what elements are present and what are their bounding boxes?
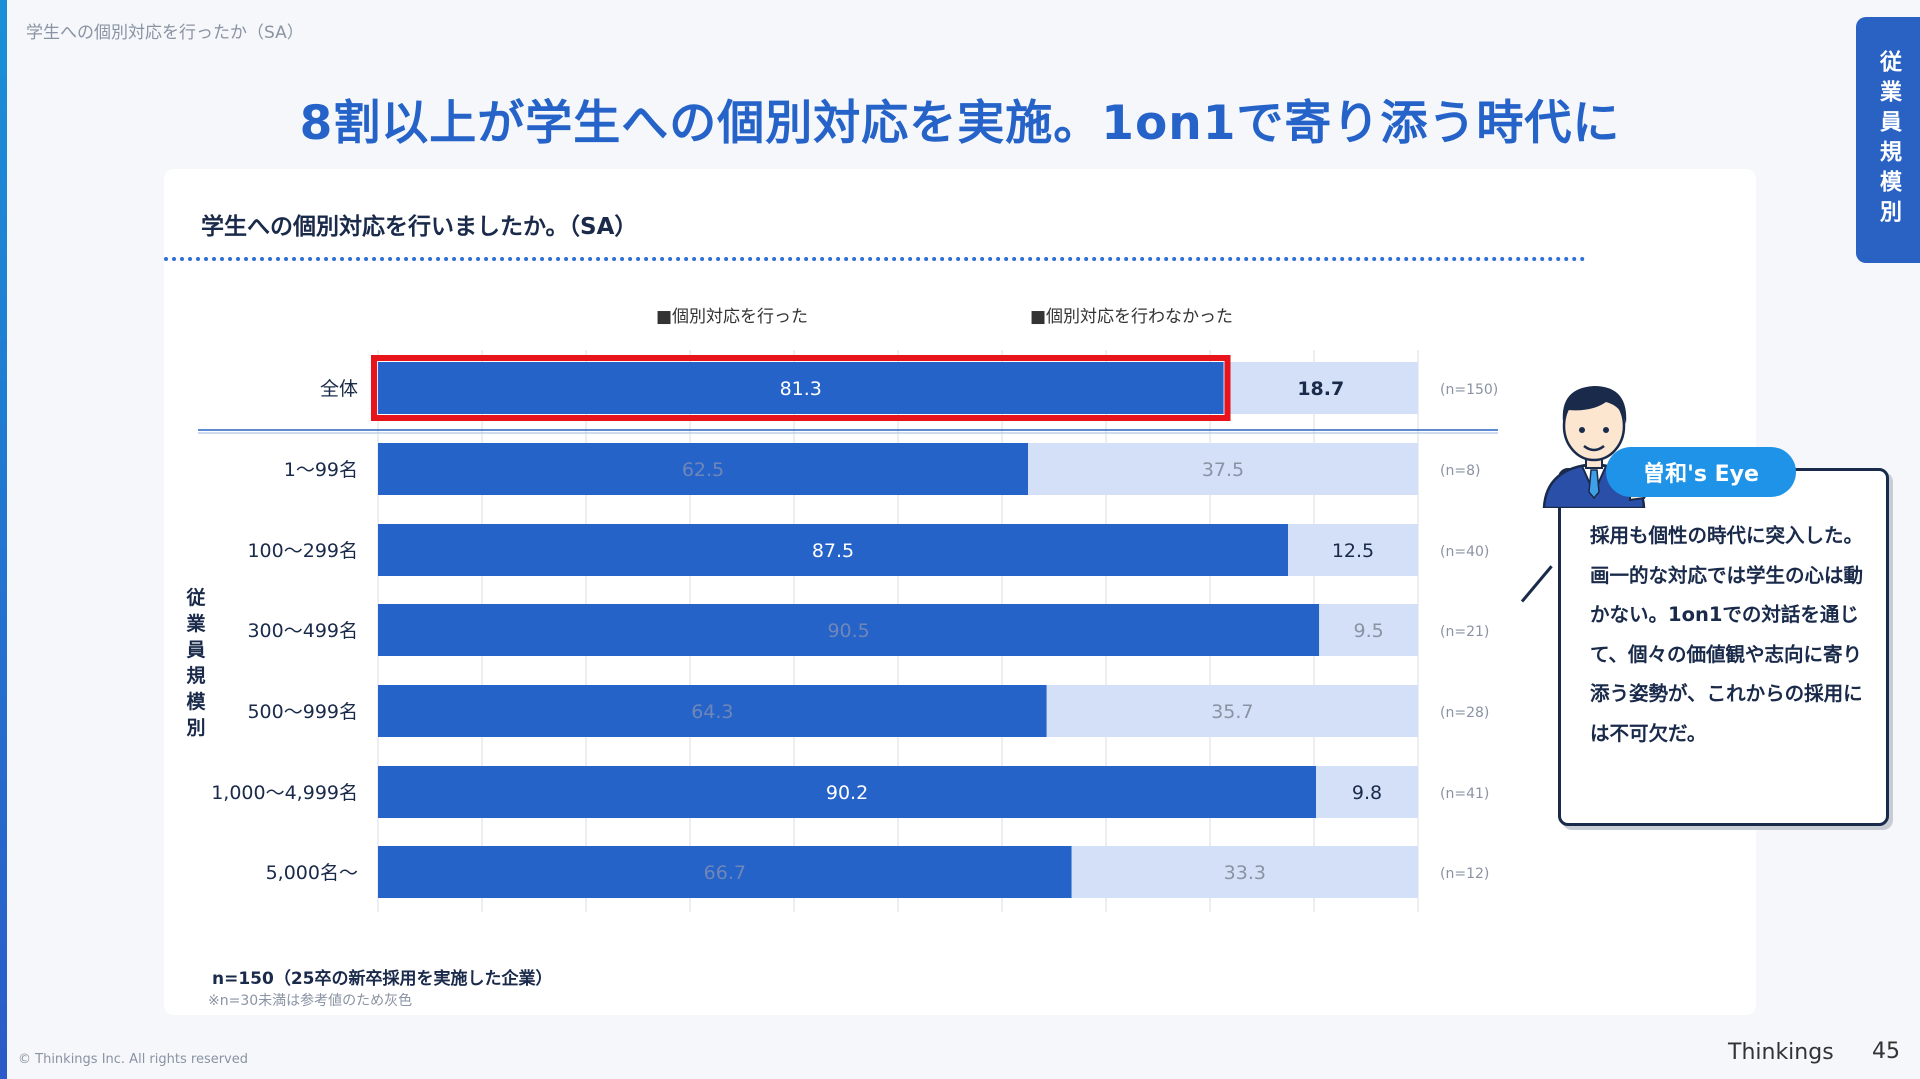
highlight-frame xyxy=(371,355,1231,421)
comment-text: 採用も個性の時代に突入した。画一的な対応では学生の心は動かない。1on1での対話… xyxy=(1590,524,1864,745)
data-label-done: 90.2 xyxy=(826,782,868,804)
breadcrumb: 学生への個別対応を行ったか（SA） xyxy=(26,23,304,43)
legend-item-done: ■個別対応を行った xyxy=(656,302,808,327)
category-label: 100〜299名 xyxy=(247,540,358,562)
sample-size-label: (n=12) xyxy=(1440,866,1489,882)
legend-item-not-done: ■個別対応を行わなかった xyxy=(1030,302,1233,327)
dotted-divider xyxy=(164,257,1586,261)
data-label-done: 81.3 xyxy=(780,378,822,400)
data-label-not-done: 35.7 xyxy=(1211,701,1253,723)
category-label: 300〜499名 xyxy=(247,620,358,642)
page-title: 8割以上が学生への個別対応を実施。1on1で寄り添う時代に xyxy=(299,96,1621,151)
data-label-done: 87.5 xyxy=(812,540,854,562)
brand-name: Thinkings xyxy=(1728,1040,1834,1065)
question-title: 学生への個別対応を行いましたか。（SA） xyxy=(201,214,638,240)
data-label-done: 62.5 xyxy=(682,459,724,481)
data-label-not-done: 9.8 xyxy=(1352,782,1382,804)
sample-size-label: (n=40) xyxy=(1440,544,1489,560)
bar-segment-not-done xyxy=(1319,604,1418,656)
data-label-done: 64.3 xyxy=(691,701,733,723)
bar-segment-not-done xyxy=(1028,443,1418,495)
bar-segment-done xyxy=(378,362,1224,414)
bar-segment-not-done xyxy=(1223,362,1418,414)
bar-segment-done xyxy=(378,846,1072,898)
base-note: n=150（25卒の新卒採用を実施した企業） xyxy=(212,969,553,989)
bar-segment-not-done xyxy=(1046,685,1418,737)
side-tab[interactable]: 従業員規模別 xyxy=(1856,17,1920,263)
data-label-not-done: 9.5 xyxy=(1353,620,1383,642)
caveat-note: ※n=30未満は参考値のため灰色 xyxy=(208,993,413,1009)
data-label-done: 90.5 xyxy=(827,620,869,642)
bar-segment-done xyxy=(378,604,1320,656)
category-label: 全体 xyxy=(320,378,358,400)
category-label: 500〜999名 xyxy=(247,701,358,723)
bar-segment-not-done xyxy=(1071,846,1418,898)
sample-size-label: (n=41) xyxy=(1440,786,1489,802)
category-label: 1,000〜4,999名 xyxy=(211,782,358,804)
copyright: © Thinkings Inc. All rights reserved xyxy=(18,1052,249,1067)
side-tab-label: 従業員規模別 xyxy=(1876,50,1901,230)
comment-badge: 曽和's Eye xyxy=(1606,447,1796,497)
data-label-not-done: 18.7 xyxy=(1297,378,1344,400)
bar-segment-done xyxy=(378,685,1047,737)
sample-size-label: (n=150) xyxy=(1440,382,1498,398)
data-label-not-done: 12.5 xyxy=(1332,540,1374,562)
bar-segment-done xyxy=(378,766,1317,818)
left-accent-bar xyxy=(0,0,7,1079)
data-label-done: 66.7 xyxy=(704,862,746,884)
data-label-not-done: 33.3 xyxy=(1224,862,1266,884)
bar-segment-not-done xyxy=(1316,766,1418,818)
legend-label-done: ■個別対応を行った xyxy=(656,307,809,327)
bar-segment-done xyxy=(378,524,1288,576)
sample-size-label: (n=21) xyxy=(1440,624,1489,640)
bar-segment-done xyxy=(378,443,1028,495)
category-label: 5,000名〜 xyxy=(266,862,358,884)
sample-size-label: (n=28) xyxy=(1440,705,1489,721)
sample-size-label: (n=8) xyxy=(1440,463,1480,479)
bar-segment-not-done xyxy=(1288,524,1418,576)
group-label-vertical: 従業員規模別 xyxy=(186,587,206,739)
data-label-not-done: 37.5 xyxy=(1202,459,1244,481)
legend-label-not-done: ■個別対応を行わなかった xyxy=(1030,307,1234,327)
page-number: 45 xyxy=(1872,1039,1900,1064)
category-label: 1〜99名 xyxy=(284,459,358,481)
